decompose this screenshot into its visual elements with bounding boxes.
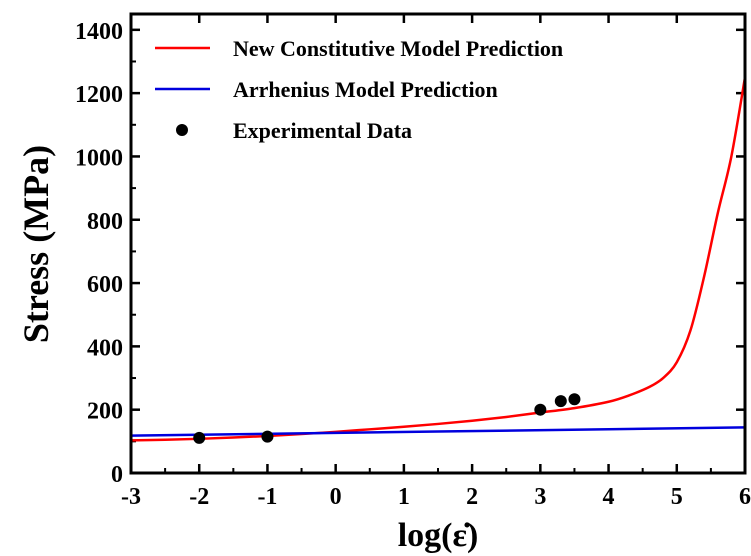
y-tick-label: 600 (87, 272, 123, 298)
data-point (193, 431, 206, 444)
x-tick-label: 6 (739, 484, 751, 510)
legend-label: Experimental Data (233, 118, 412, 143)
x-tick-label: -3 (121, 484, 141, 510)
x-tick-label: 0 (330, 484, 342, 510)
y-tick-label: 200 (87, 399, 123, 425)
x-tick-label: 2 (466, 484, 478, 510)
legend-label: New Constitutive Model Prediction (233, 36, 563, 61)
data-point (554, 395, 567, 408)
x-tick-label: 4 (603, 484, 615, 510)
x-axis-label: log(ε̇) (398, 517, 479, 554)
series-line-1 (130, 426, 746, 437)
legend-label: Arrhenius Model Prediction (233, 77, 498, 102)
data-point (261, 430, 274, 443)
y-tick-label: 1200 (75, 82, 123, 108)
x-tick-label: 5 (671, 484, 683, 510)
legend: New Constitutive Model Prediction Arrheni… (155, 36, 563, 143)
x-tick-label: -1 (257, 484, 277, 510)
y-tick-label: 800 (87, 209, 123, 235)
series-layer (130, 77, 747, 444)
y-axis-label: Stress (MPa) (16, 145, 56, 343)
series-line-0 (130, 77, 747, 442)
x-tick-label: 1 (398, 484, 410, 510)
legend-swatch (176, 124, 188, 136)
x-tick-label: 3 (534, 484, 546, 510)
plot-area: 0 200 400 600 800 1000 1200 1400 -3 -2 -1 0 1 2 3 4 5 6 (75, 12, 751, 510)
data-point (534, 403, 547, 416)
y-tick-label: 400 (87, 335, 123, 361)
y-tick-label: 0 (111, 462, 123, 488)
plot-frame (129, 12, 747, 475)
y-axis: 0 200 400 600 800 1000 1200 1400 (75, 19, 745, 488)
y-tick-label: 1400 (75, 19, 123, 45)
data-point (568, 393, 581, 406)
x-tick-label: -2 (189, 484, 209, 510)
y-tick-label: 1000 (75, 145, 123, 171)
